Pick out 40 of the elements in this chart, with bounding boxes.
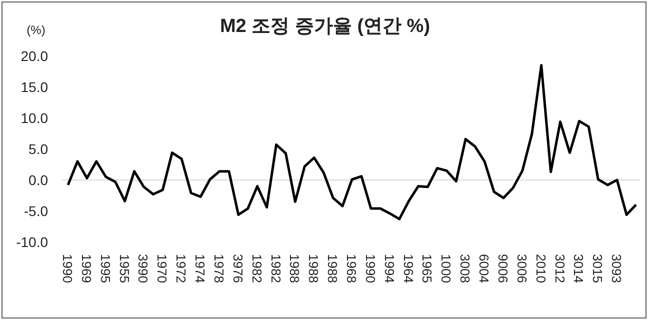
x-tick-label: 3014 — [571, 254, 586, 283]
y-tick-label: 15.0 — [20, 79, 48, 95]
x-tick-label: 9006 — [495, 254, 510, 283]
x-tick-label: 1955 — [116, 254, 132, 283]
x-tick-label: 3093 — [609, 254, 624, 283]
x-tick-label: 1965 — [420, 254, 435, 283]
y-tick-label: 5.0 — [28, 141, 48, 157]
x-tick-label: 3015 — [590, 254, 606, 283]
x-tick-label: 1988 — [287, 254, 302, 283]
x-tick-label: 1982 — [268, 254, 284, 283]
line-series — [66, 64, 638, 220]
x-tick-label: 1964 — [400, 254, 416, 283]
x-tick-label: 3976 — [230, 254, 246, 283]
y-tick-label: -10.0 — [16, 234, 48, 250]
x-tick-label: 2010 — [533, 254, 548, 283]
x-tick-label: 1972 — [174, 254, 189, 283]
x-tick-label: 3008 — [458, 254, 473, 283]
x-tick-label: 3012 — [552, 254, 568, 283]
x-tick-label: 1974 — [192, 254, 208, 283]
x-tick-label: 1982 — [249, 254, 264, 283]
y-tick-label: -5.0 — [24, 203, 48, 219]
x-tick-label: 1995 — [98, 254, 113, 283]
chart-title: M2 조정 증가율 (연간 %) — [220, 16, 430, 37]
x-tick-label: 1978 — [211, 254, 226, 283]
x-tick-label: 1988 — [306, 254, 322, 283]
y-tick-label: 20.0 — [20, 48, 48, 64]
y-tick-label: 0.0 — [28, 172, 48, 188]
y-axis-title: (%) — [26, 23, 46, 37]
x-tick-label: 3990 — [136, 254, 151, 283]
x-tick-label: 1000 — [438, 254, 454, 283]
x-tick-label: 1968 — [344, 254, 359, 283]
x-tick-label: 3006 — [514, 254, 530, 283]
y-tick-label: 10.0 — [20, 110, 48, 126]
x-tick-label: 1990 — [362, 254, 378, 283]
x-tick-label: 1969 — [78, 254, 94, 283]
x-tick-label: 6004 — [476, 254, 492, 283]
x-tick-label: 1988 — [325, 254, 340, 283]
x-tick-label: 1990 — [60, 254, 75, 283]
x-tick-label: 1994 — [382, 254, 397, 283]
x-tick-label: 1970 — [154, 254, 170, 283]
